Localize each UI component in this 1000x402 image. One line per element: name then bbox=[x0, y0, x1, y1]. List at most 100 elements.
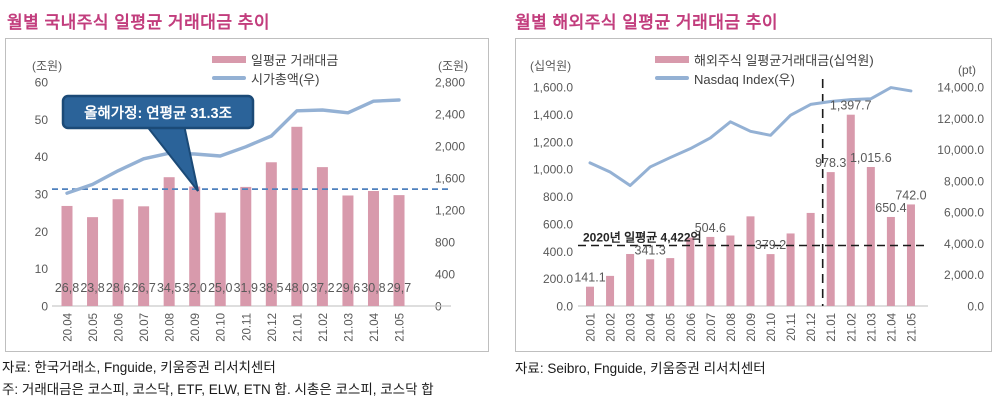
bar bbox=[906, 204, 915, 306]
bar bbox=[866, 166, 875, 306]
legend-item-bar: 해외주식 일평균거래대금(십억원) bbox=[655, 51, 874, 68]
bar-data-label: 34,5 bbox=[157, 281, 181, 295]
y-axis-tick-right: 2,400 bbox=[435, 108, 465, 122]
x-axis-tick: 21.02 bbox=[846, 313, 858, 342]
bar bbox=[189, 186, 201, 306]
x-axis-tick: 20.06 bbox=[686, 313, 698, 342]
bar-data-label: 31,9 bbox=[234, 281, 258, 295]
bar bbox=[686, 237, 695, 306]
right-source-note: 자료: Seibro, Fnguide, 키움증권 리서치센터 bbox=[515, 361, 766, 376]
bar bbox=[240, 186, 252, 306]
x-axis-tick: 21.04 bbox=[369, 312, 381, 341]
bar-data-label: 141.1 bbox=[574, 271, 605, 285]
y-axis-tick-left: 10 bbox=[35, 262, 49, 276]
y-axis-tick-left: 60 bbox=[35, 76, 49, 90]
x-axis-tick: 20.07 bbox=[706, 313, 718, 342]
left-footnote: 주: 거래대금은 코스피, 코스닥, ETF, ELW, ETN 합. 시총은 … bbox=[2, 382, 434, 397]
x-axis-tick: 20.11 bbox=[786, 313, 798, 341]
bar-data-label: 650.4 bbox=[875, 201, 906, 215]
bar bbox=[291, 126, 303, 306]
x-axis-tick: 20.08 bbox=[726, 313, 738, 342]
left-axis-unit-label: (십억원) bbox=[530, 59, 572, 73]
bar bbox=[826, 172, 835, 306]
bar-data-label: 978.3 bbox=[815, 156, 846, 170]
bar-data-label: 1,397.7 bbox=[830, 99, 872, 113]
y-axis-tick-left: 40 bbox=[35, 150, 49, 164]
x-axis-tick: 21.04 bbox=[886, 312, 898, 341]
x-axis-tick: 20.07 bbox=[139, 313, 151, 342]
right-chart-panel: 1,600.0 1,400.0 1,200.0 1,000.0 800.0 600.0 40… bbox=[515, 38, 992, 352]
left-chart-title: 월별 국내주식 일평균 거래대금 추이 bbox=[7, 13, 270, 32]
legend-item-line: Nasdaq Index(우) bbox=[655, 70, 874, 87]
callout-label: 올해가정: 연평균 31.3조 bbox=[84, 104, 232, 122]
bar bbox=[393, 195, 405, 306]
callout-box bbox=[61, 94, 255, 130]
bar bbox=[626, 253, 635, 306]
x-axis-tick: 21.02 bbox=[318, 313, 330, 342]
bar-data-label: 37,2 bbox=[310, 281, 334, 295]
x-axis-tick: 20.10 bbox=[766, 313, 778, 342]
line-series bbox=[588, 86, 913, 188]
x-axis-tick: 20.06 bbox=[114, 313, 126, 342]
y-axis-tick-right: 800 bbox=[435, 236, 455, 250]
x-axis-tick: 20.04 bbox=[63, 312, 75, 341]
x-axis-tick: 20.05 bbox=[666, 313, 678, 342]
x-axis-tick: 20.10 bbox=[216, 313, 228, 342]
bar bbox=[606, 275, 615, 306]
average-annotation: 2020년 일평균 4,422억 bbox=[583, 230, 702, 244]
bar-data-label: 32,0 bbox=[183, 281, 207, 295]
bar bbox=[367, 191, 379, 306]
y-axis-tick-left: 200.0 bbox=[543, 272, 573, 286]
x-axis-tick: 20.08 bbox=[165, 313, 177, 342]
left-axis-unit-label: (조원) bbox=[32, 59, 63, 73]
right-chart-canvas: 1,600.0 1,400.0 1,200.0 1,000.0 800.0 600.0 40… bbox=[533, 79, 984, 342]
left-chart-panel: 60 50 40 30 20 10 0 2,800 2,400 2,000 1,600 1,200 80… bbox=[5, 38, 489, 352]
x-axis-tick: 20.03 bbox=[626, 313, 638, 342]
right-chart-legend: 해외주식 일평균거래대금(십억원) Nasdaq Index(우) bbox=[655, 51, 874, 87]
y-axis-tick-right: 2,000 bbox=[435, 140, 465, 154]
y-axis-tick-left: 1,000.0 bbox=[533, 163, 573, 177]
x-axis-tick: 21.03 bbox=[343, 313, 355, 342]
bar bbox=[586, 286, 594, 306]
x-axis-tick: 20.09 bbox=[746, 313, 758, 342]
legend-item-line: 시가총액(우) bbox=[212, 70, 338, 87]
y-axis-tick-right: 0.0 bbox=[967, 300, 984, 314]
legend-label: 일평균 거래대금 bbox=[251, 52, 339, 68]
bar-data-label: 1,015.6 bbox=[850, 151, 892, 165]
y-axis-tick-left: 600.0 bbox=[543, 217, 573, 231]
x-axis-tick: 20.12 bbox=[267, 313, 279, 342]
bar bbox=[61, 205, 73, 306]
bar bbox=[214, 212, 226, 306]
bar bbox=[342, 195, 354, 306]
bar bbox=[766, 254, 775, 306]
y-axis-tick-left: 0 bbox=[41, 300, 48, 314]
bar-data-label: 504.6 bbox=[695, 221, 726, 235]
bar bbox=[726, 235, 735, 306]
bar-data-label: 38,5 bbox=[259, 281, 283, 295]
x-axis-tick: 20.05 bbox=[88, 313, 100, 342]
bar bbox=[886, 216, 895, 306]
bar-data-label: 379.2 bbox=[755, 238, 786, 252]
bar bbox=[846, 114, 855, 306]
y-axis-tick-right: 2,800 bbox=[435, 76, 465, 90]
y-axis-tick-left: 800.0 bbox=[543, 190, 573, 204]
y-axis-tick-right: 6,000.0 bbox=[944, 206, 984, 220]
bar bbox=[138, 206, 150, 306]
y-axis-tick-right: 10,000.0 bbox=[937, 143, 984, 157]
x-axis-tick: 21.03 bbox=[866, 313, 878, 342]
bar-data-label: 23,8 bbox=[80, 281, 104, 295]
bar bbox=[163, 177, 175, 306]
bar bbox=[786, 233, 795, 306]
bar-data-label: 742.0 bbox=[895, 188, 926, 202]
x-axis-tick: 21.01 bbox=[292, 313, 304, 342]
legend-label: 해외주식 일평균거래대금(십억원) bbox=[694, 52, 874, 68]
left-source-note: 자료: 한국거래소, Fnguide, 키움증권 리서치센터 bbox=[2, 360, 276, 375]
bar-data-label: 28,6 bbox=[106, 281, 130, 295]
bar-data-label: 30,8 bbox=[361, 281, 385, 295]
y-axis-tick-right: 8,000.0 bbox=[944, 174, 984, 188]
line-swatch-icon bbox=[212, 76, 246, 80]
bar bbox=[806, 212, 815, 306]
x-axis-tick: 20.11 bbox=[241, 313, 253, 341]
legend-label: Nasdaq Index(우) bbox=[694, 71, 795, 87]
